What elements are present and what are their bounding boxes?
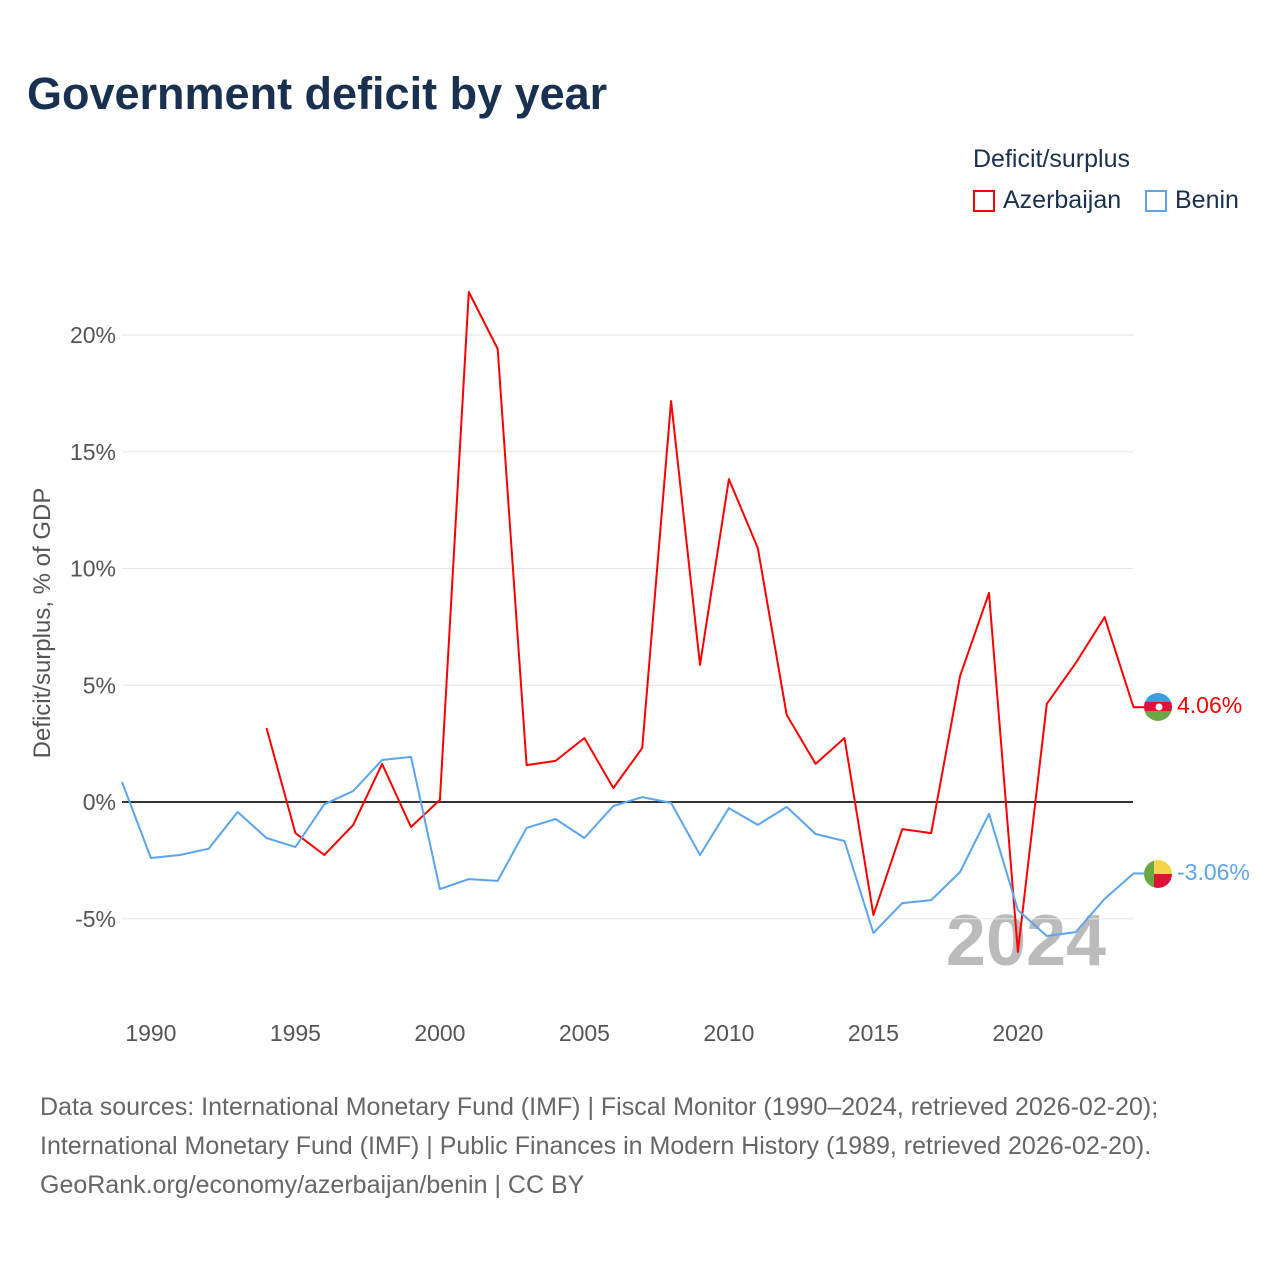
data-point-benin[interactable] — [467, 877, 471, 881]
data-point-azerbaijan[interactable] — [322, 853, 326, 857]
data-point-azerbaijan[interactable] — [929, 831, 933, 835]
data-point-benin[interactable] — [698, 853, 702, 857]
legend-swatch — [1145, 189, 1167, 212]
data-point-benin[interactable] — [120, 780, 124, 784]
data-point-azerbaijan[interactable] — [669, 399, 673, 403]
data-point-azerbaijan[interactable] — [814, 762, 818, 766]
y-tick-label: -5% — [75, 906, 116, 932]
data-point-azerbaijan[interactable] — [409, 825, 413, 829]
series-line-benin[interactable] — [121, 755, 1135, 937]
x-tick-label: 2020 — [992, 1020, 1043, 1046]
data-point-benin[interactable] — [611, 804, 615, 808]
data-point-azerbaijan[interactable] — [438, 798, 442, 802]
data-point-azerbaijan[interactable] — [1074, 661, 1078, 665]
source-line: International Monetary Fund (IMF) | Publ… — [40, 1132, 1152, 1160]
data-point-azerbaijan[interactable] — [1103, 615, 1107, 619]
data-point-azerbaijan[interactable] — [727, 477, 731, 481]
data-point-benin[interactable] — [265, 836, 269, 840]
y-tick-label: 10% — [70, 556, 116, 582]
data-point-benin[interactable] — [640, 795, 644, 799]
data-point-benin[interactable] — [322, 802, 326, 806]
data-point-benin[interactable] — [727, 806, 731, 810]
data-point-benin[interactable] — [236, 810, 240, 814]
data-point-azerbaijan[interactable] — [554, 759, 558, 763]
data-point-benin[interactable] — [785, 805, 789, 809]
data-point-benin[interactable] — [1045, 934, 1049, 938]
data-point-azerbaijan[interactable] — [1045, 702, 1049, 706]
data-point-azerbaijan[interactable] — [640, 746, 644, 750]
data-point-benin[interactable] — [525, 826, 529, 830]
data-point-azerbaijan[interactable] — [611, 786, 615, 790]
legend-label: Azerbaijan — [1003, 186, 1122, 214]
data-point-azerbaijan[interactable] — [525, 763, 529, 767]
y-tick-label: 20% — [70, 322, 116, 348]
y-tick-label: 5% — [83, 672, 116, 698]
data-point-benin[interactable] — [178, 853, 182, 857]
data-point-azerbaijan[interactable] — [293, 831, 297, 835]
data-point-benin[interactable] — [293, 845, 297, 849]
data-point-benin[interactable] — [871, 931, 875, 935]
legend-label: Benin — [1175, 186, 1239, 214]
x-tick-label: 2010 — [703, 1020, 754, 1046]
azerbaijan-flag-icon — [1144, 693, 1172, 721]
data-point-benin[interactable] — [582, 836, 586, 840]
data-point-benin[interactable] — [149, 856, 153, 860]
data-point-azerbaijan[interactable] — [987, 591, 991, 595]
data-point-benin[interactable] — [409, 755, 413, 759]
data-point-benin[interactable] — [496, 879, 500, 883]
data-point-azerbaijan[interactable] — [900, 827, 904, 831]
data-point-benin[interactable] — [756, 823, 760, 827]
data-point-benin[interactable] — [1074, 930, 1078, 934]
data-point-azerbaijan[interactable] — [756, 546, 760, 550]
data-point-benin[interactable] — [207, 847, 211, 851]
data-point-benin[interactable] — [1016, 908, 1020, 912]
data-point-azerbaijan[interactable] — [871, 913, 875, 917]
x-tick-label: 1990 — [125, 1020, 176, 1046]
data-point-azerbaijan[interactable] — [785, 713, 789, 717]
legend-swatch — [973, 189, 995, 212]
data-point-benin[interactable] — [900, 901, 904, 905]
chart-title: Government deficit by year — [27, 68, 608, 119]
data-point-azerbaijan[interactable] — [265, 726, 269, 730]
data-point-azerbaijan[interactable] — [958, 674, 962, 678]
source-line: Data sources: International Monetary Fun… — [40, 1093, 1159, 1121]
data-point-benin[interactable] — [351, 789, 355, 793]
source-line[interactable]: GeoRank.org/economy/azerbaijan/benin | C… — [40, 1171, 585, 1199]
x-tick-label: 1995 — [270, 1020, 321, 1046]
y-tick-label: 0% — [83, 789, 116, 815]
data-point-benin[interactable] — [554, 817, 558, 821]
data-point-benin[interactable] — [438, 887, 442, 891]
data-point-azerbaijan[interactable] — [496, 347, 500, 351]
source-footer: Data sources: International Monetary Fun… — [40, 1088, 1158, 1205]
data-point-azerbaijan[interactable] — [351, 823, 355, 827]
x-tick-label: 2015 — [848, 1020, 899, 1046]
data-point-azerbaijan[interactable] — [1016, 950, 1020, 954]
data-point-benin[interactable] — [929, 898, 933, 902]
azerbaijan-end-label: 4.06% — [1177, 692, 1242, 718]
x-tick-label: 2005 — [559, 1020, 610, 1046]
legend-item-benin[interactable]: Benin — [1145, 186, 1239, 215]
benin-flag-icon — [1144, 860, 1172, 888]
data-point-azerbaijan[interactable] — [698, 663, 702, 667]
data-point-benin[interactable] — [958, 870, 962, 874]
legend-title: Deficit/surplus — [973, 145, 1130, 173]
data-point-benin[interactable] — [1103, 897, 1107, 901]
series-line-azerbaijan[interactable] — [265, 291, 1135, 953]
data-point-azerbaijan[interactable] — [843, 736, 847, 740]
legend-item-azerbaijan[interactable]: Azerbaijan — [973, 186, 1121, 215]
data-point-azerbaijan[interactable] — [582, 736, 586, 740]
data-point-benin[interactable] — [987, 812, 991, 816]
data-point-benin[interactable] — [814, 832, 818, 836]
year-watermark: 2024 — [946, 901, 1106, 981]
data-point-benin[interactable] — [669, 801, 673, 805]
y-axis-label: Deficit/surplus, % of GDP — [29, 488, 56, 759]
data-point-azerbaijan[interactable] — [467, 290, 471, 294]
benin-end-label: -3.06% — [1177, 859, 1250, 885]
data-point-benin[interactable] — [380, 758, 384, 762]
x-tick-label: 2000 — [414, 1020, 465, 1046]
data-point-benin[interactable] — [843, 839, 847, 843]
y-tick-label: 15% — [70, 439, 116, 465]
